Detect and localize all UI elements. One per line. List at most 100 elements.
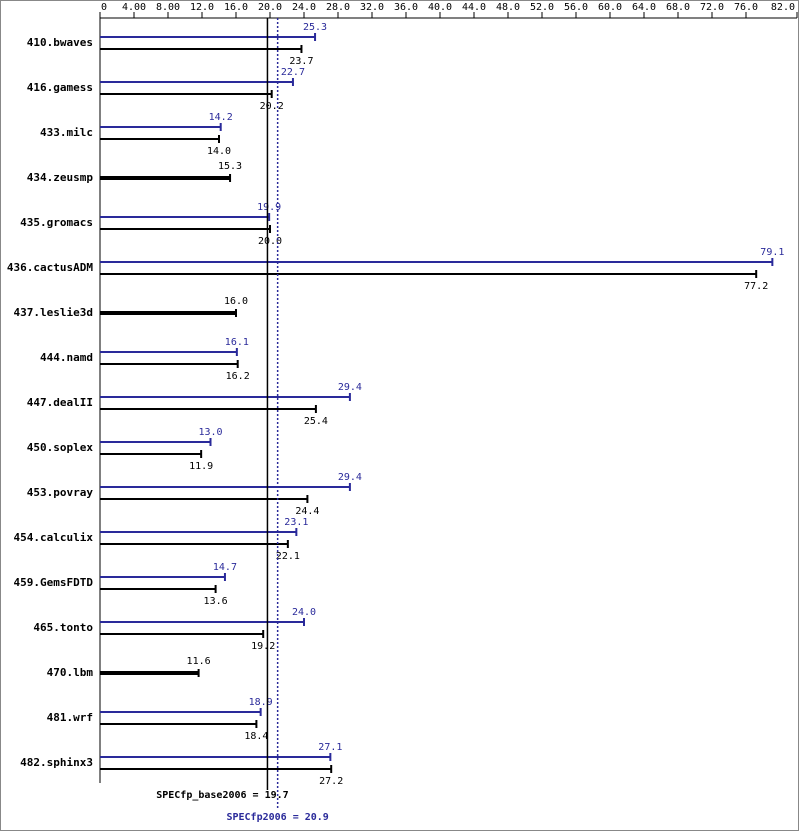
bar xyxy=(100,453,202,455)
value-label: 19.2 xyxy=(251,641,275,652)
value-label: 19.9 xyxy=(257,202,281,213)
bar xyxy=(100,576,225,578)
category-label: 454.calculix xyxy=(14,531,94,544)
value-label: 14.2 xyxy=(209,112,233,123)
value-label: 77.2 xyxy=(744,281,768,292)
bar xyxy=(100,768,332,770)
x-tick-label: 40.0 xyxy=(428,2,452,13)
x-tick-label: 12.0 xyxy=(190,2,214,13)
category-label: 410.bwaves xyxy=(27,36,93,49)
category-label: 465.tonto xyxy=(33,621,93,634)
bar xyxy=(100,588,216,590)
bar xyxy=(100,621,304,623)
x-tick-label: 44.0 xyxy=(462,2,486,13)
category-label: 459.GemsFDTD xyxy=(14,576,94,589)
value-label: 11.6 xyxy=(187,656,211,667)
value-label: 27.2 xyxy=(319,776,343,787)
category-label: 444.namd xyxy=(40,351,93,364)
bar xyxy=(100,176,231,180)
value-label: 16.1 xyxy=(225,337,249,348)
value-label: 29.4 xyxy=(338,472,362,483)
value-label: 22.7 xyxy=(281,67,305,78)
bar xyxy=(100,543,288,545)
category-label: 450.soplex xyxy=(27,441,94,454)
bar xyxy=(100,723,257,725)
value-label: 23.7 xyxy=(289,56,313,67)
x-tick-label: 24.0 xyxy=(292,2,316,13)
value-label: 27.1 xyxy=(318,742,342,753)
value-label: 15.3 xyxy=(218,161,242,172)
category-label: 481.wrf xyxy=(47,711,93,724)
category-label: 437.leslie3d xyxy=(14,306,93,319)
value-label: 20.0 xyxy=(258,236,282,247)
bar xyxy=(100,273,757,275)
bar xyxy=(100,396,350,398)
bar xyxy=(100,228,270,230)
x-tick-label: 68.0 xyxy=(666,2,690,13)
bar xyxy=(100,138,219,140)
reference-label: SPECfp_base2006 = 19.7 xyxy=(156,790,288,801)
value-label: 79.1 xyxy=(760,247,784,258)
value-label: 14.7 xyxy=(213,562,237,573)
x-tick-label: 16.0 xyxy=(224,2,248,13)
category-label: 470.lbm xyxy=(47,666,94,679)
value-label: 14.0 xyxy=(207,146,231,157)
value-label: 24.4 xyxy=(295,506,319,517)
value-label: 25.4 xyxy=(304,416,328,427)
bar xyxy=(100,216,270,218)
bar xyxy=(100,261,773,263)
bar xyxy=(100,93,272,95)
x-tick-label: 28.0 xyxy=(326,2,350,13)
bar xyxy=(100,351,237,353)
value-label: 18.9 xyxy=(249,697,273,708)
x-tick-label: 20.0 xyxy=(258,2,282,13)
category-label: 436.cactusADM xyxy=(7,261,93,274)
value-label: 25.3 xyxy=(303,22,327,33)
x-tick-label: 60.0 xyxy=(598,2,622,13)
bar xyxy=(100,48,302,50)
x-tick-label: 72.0 xyxy=(700,2,724,13)
value-label: 16.2 xyxy=(226,371,250,382)
value-label: 16.0 xyxy=(224,296,248,307)
value-label: 18.4 xyxy=(244,731,268,742)
bar xyxy=(100,756,331,758)
x-tick-label: 48.0 xyxy=(496,2,520,13)
value-label: 13.0 xyxy=(198,427,222,438)
category-label: 453.povray xyxy=(27,486,94,499)
category-label: 434.zeusmp xyxy=(27,171,94,184)
bar xyxy=(100,363,238,365)
bar xyxy=(100,126,221,128)
value-label: 29.4 xyxy=(338,382,362,393)
bar xyxy=(100,36,316,38)
value-label: 20.2 xyxy=(260,101,284,112)
x-tick-label: 32.0 xyxy=(360,2,384,13)
x-tick-label: 8.00 xyxy=(156,2,180,13)
category-label: 416.gamess xyxy=(27,81,93,94)
bar xyxy=(100,711,261,713)
bar xyxy=(100,486,350,488)
x-tick-label: 64.0 xyxy=(632,2,656,13)
x-tick-label: 56.0 xyxy=(564,2,588,13)
bar xyxy=(100,81,293,83)
x-tick-label: 4.00 xyxy=(122,2,146,13)
category-label: 447.dealII xyxy=(27,396,93,409)
category-label: 482.sphinx3 xyxy=(20,756,93,769)
x-tick-label: 36.0 xyxy=(394,2,418,13)
x-tick-label: 82.0 xyxy=(771,2,795,13)
value-label: 11.9 xyxy=(189,461,213,472)
bar xyxy=(100,311,236,315)
bar xyxy=(100,531,297,533)
reference-label: SPECfp2006 = 20.9 xyxy=(226,812,328,823)
value-label: 13.6 xyxy=(204,596,228,607)
category-label: 435.gromacs xyxy=(20,216,93,229)
value-label: 23.1 xyxy=(284,517,308,528)
value-label: 22.1 xyxy=(276,551,300,562)
x-tick-label: 76.0 xyxy=(734,2,758,13)
bar xyxy=(100,408,316,410)
x-tick-label: 0 xyxy=(101,2,107,13)
bar xyxy=(100,441,211,443)
bar xyxy=(100,498,308,500)
bar xyxy=(100,633,264,635)
